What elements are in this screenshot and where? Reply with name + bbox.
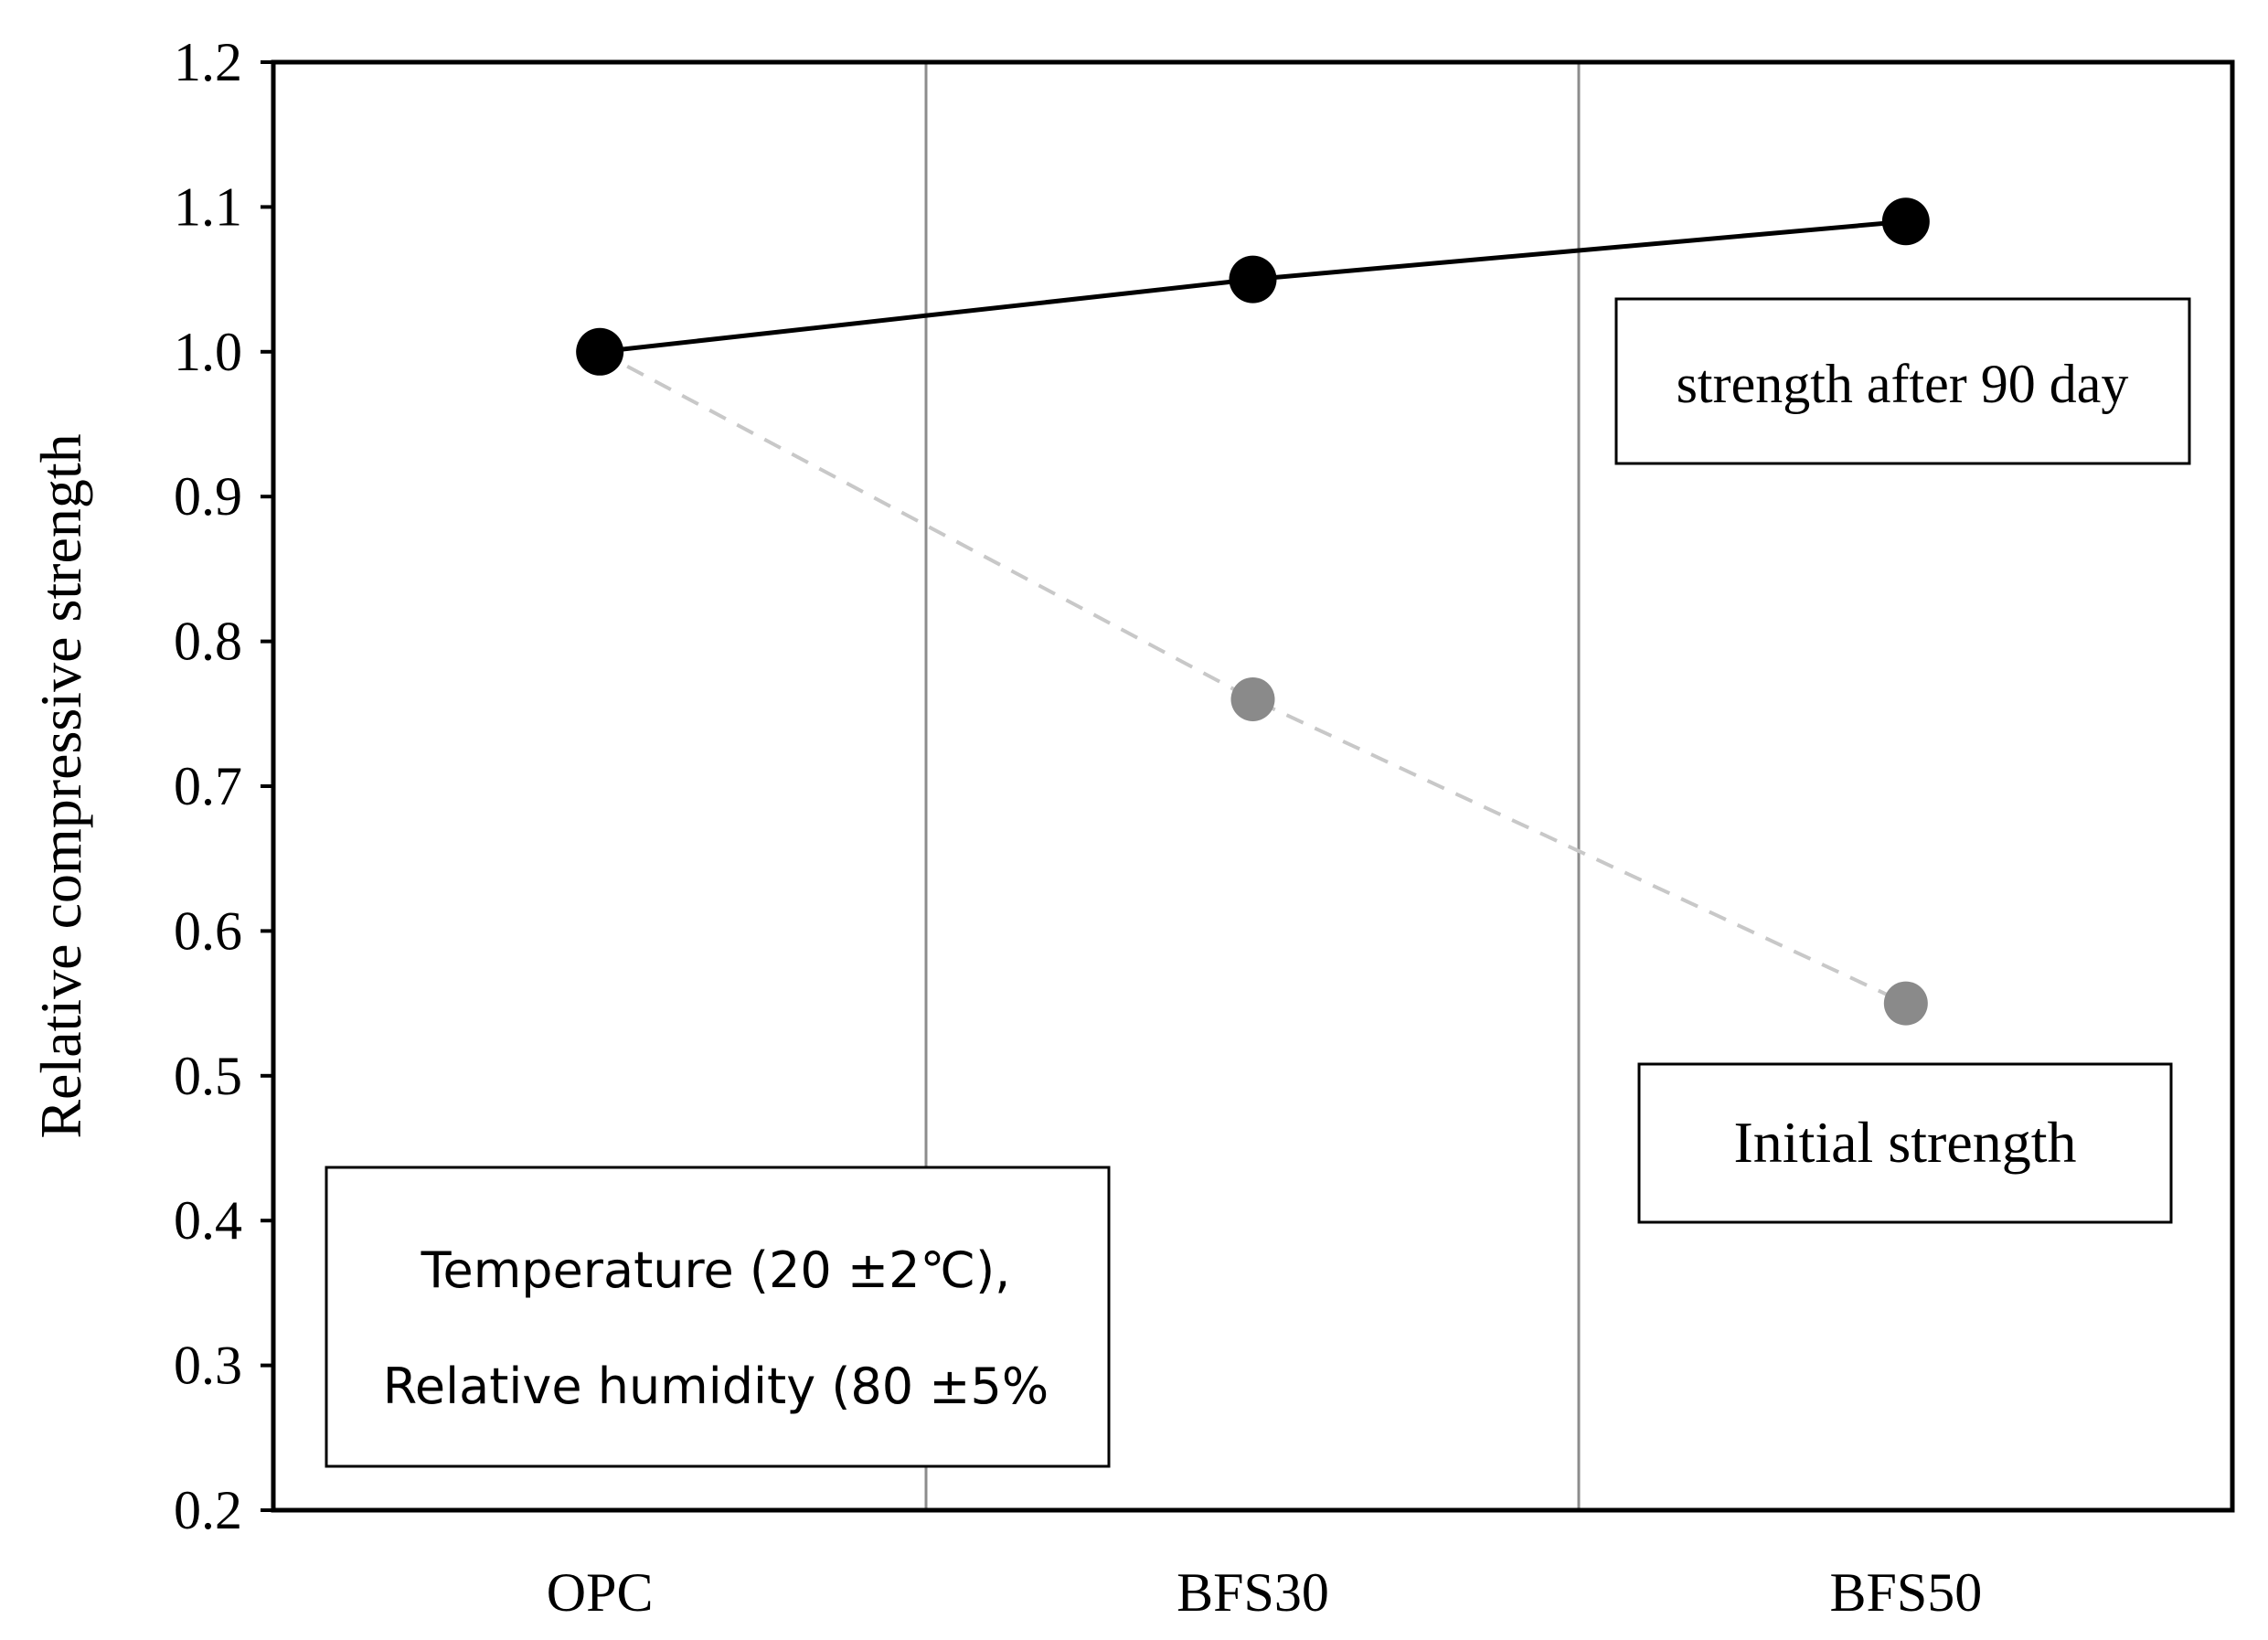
conditions-box xyxy=(325,1166,1111,1468)
y-tick-label: 0.8 xyxy=(174,612,242,672)
y-tick-label: 0.7 xyxy=(174,756,242,816)
y-tick-label: 0.2 xyxy=(174,1480,242,1540)
label-90day: strength after 90 day xyxy=(1677,354,2129,414)
data-point-initial xyxy=(1230,676,1275,721)
x-tick-label: BFS50 xyxy=(1829,1562,1982,1623)
series-line-initial xyxy=(599,350,1907,1006)
y-tick-label: 1.0 xyxy=(174,322,242,382)
series-points xyxy=(576,197,1930,1026)
y-tick-label: 0.4 xyxy=(174,1190,242,1251)
y-tick-label: 0.3 xyxy=(174,1336,242,1396)
label-box-90day xyxy=(1614,297,2191,465)
y-axis-title: Relative compressive strength xyxy=(28,433,93,1138)
data-point-after-90-day xyxy=(1229,255,1277,304)
y-tick-label: 1.2 xyxy=(174,32,242,92)
label-box-initial xyxy=(1637,1062,2173,1224)
label-initial: Initial strength xyxy=(1733,1110,2076,1175)
y-tick-label: 0.6 xyxy=(174,900,242,961)
conditions-line-1: Temperature (20 ±2℃), xyxy=(421,1241,1011,1299)
y-axis-ticks: 0.2 0.3 0.4 0.5 0.6 0.7 0.8 0.9 1.0 1.1 1.2 xyxy=(174,32,273,1540)
y-tick-label: 0.5 xyxy=(174,1046,242,1106)
data-point-after-90-day xyxy=(576,327,624,376)
x-tick-label: BFS30 xyxy=(1177,1562,1329,1623)
y-tick-label: 1.1 xyxy=(174,176,242,237)
y-tick-label: 0.9 xyxy=(174,466,242,527)
conditions-line-2: Relative humidity (80 ±5% xyxy=(383,1358,1049,1415)
x-tick-label: OPC xyxy=(547,1562,654,1623)
data-point-after-90-day xyxy=(1881,197,1930,246)
x-axis-ticks: OPC BFS30 BFS50 xyxy=(547,1562,1982,1623)
data-point-initial xyxy=(1883,981,1928,1026)
